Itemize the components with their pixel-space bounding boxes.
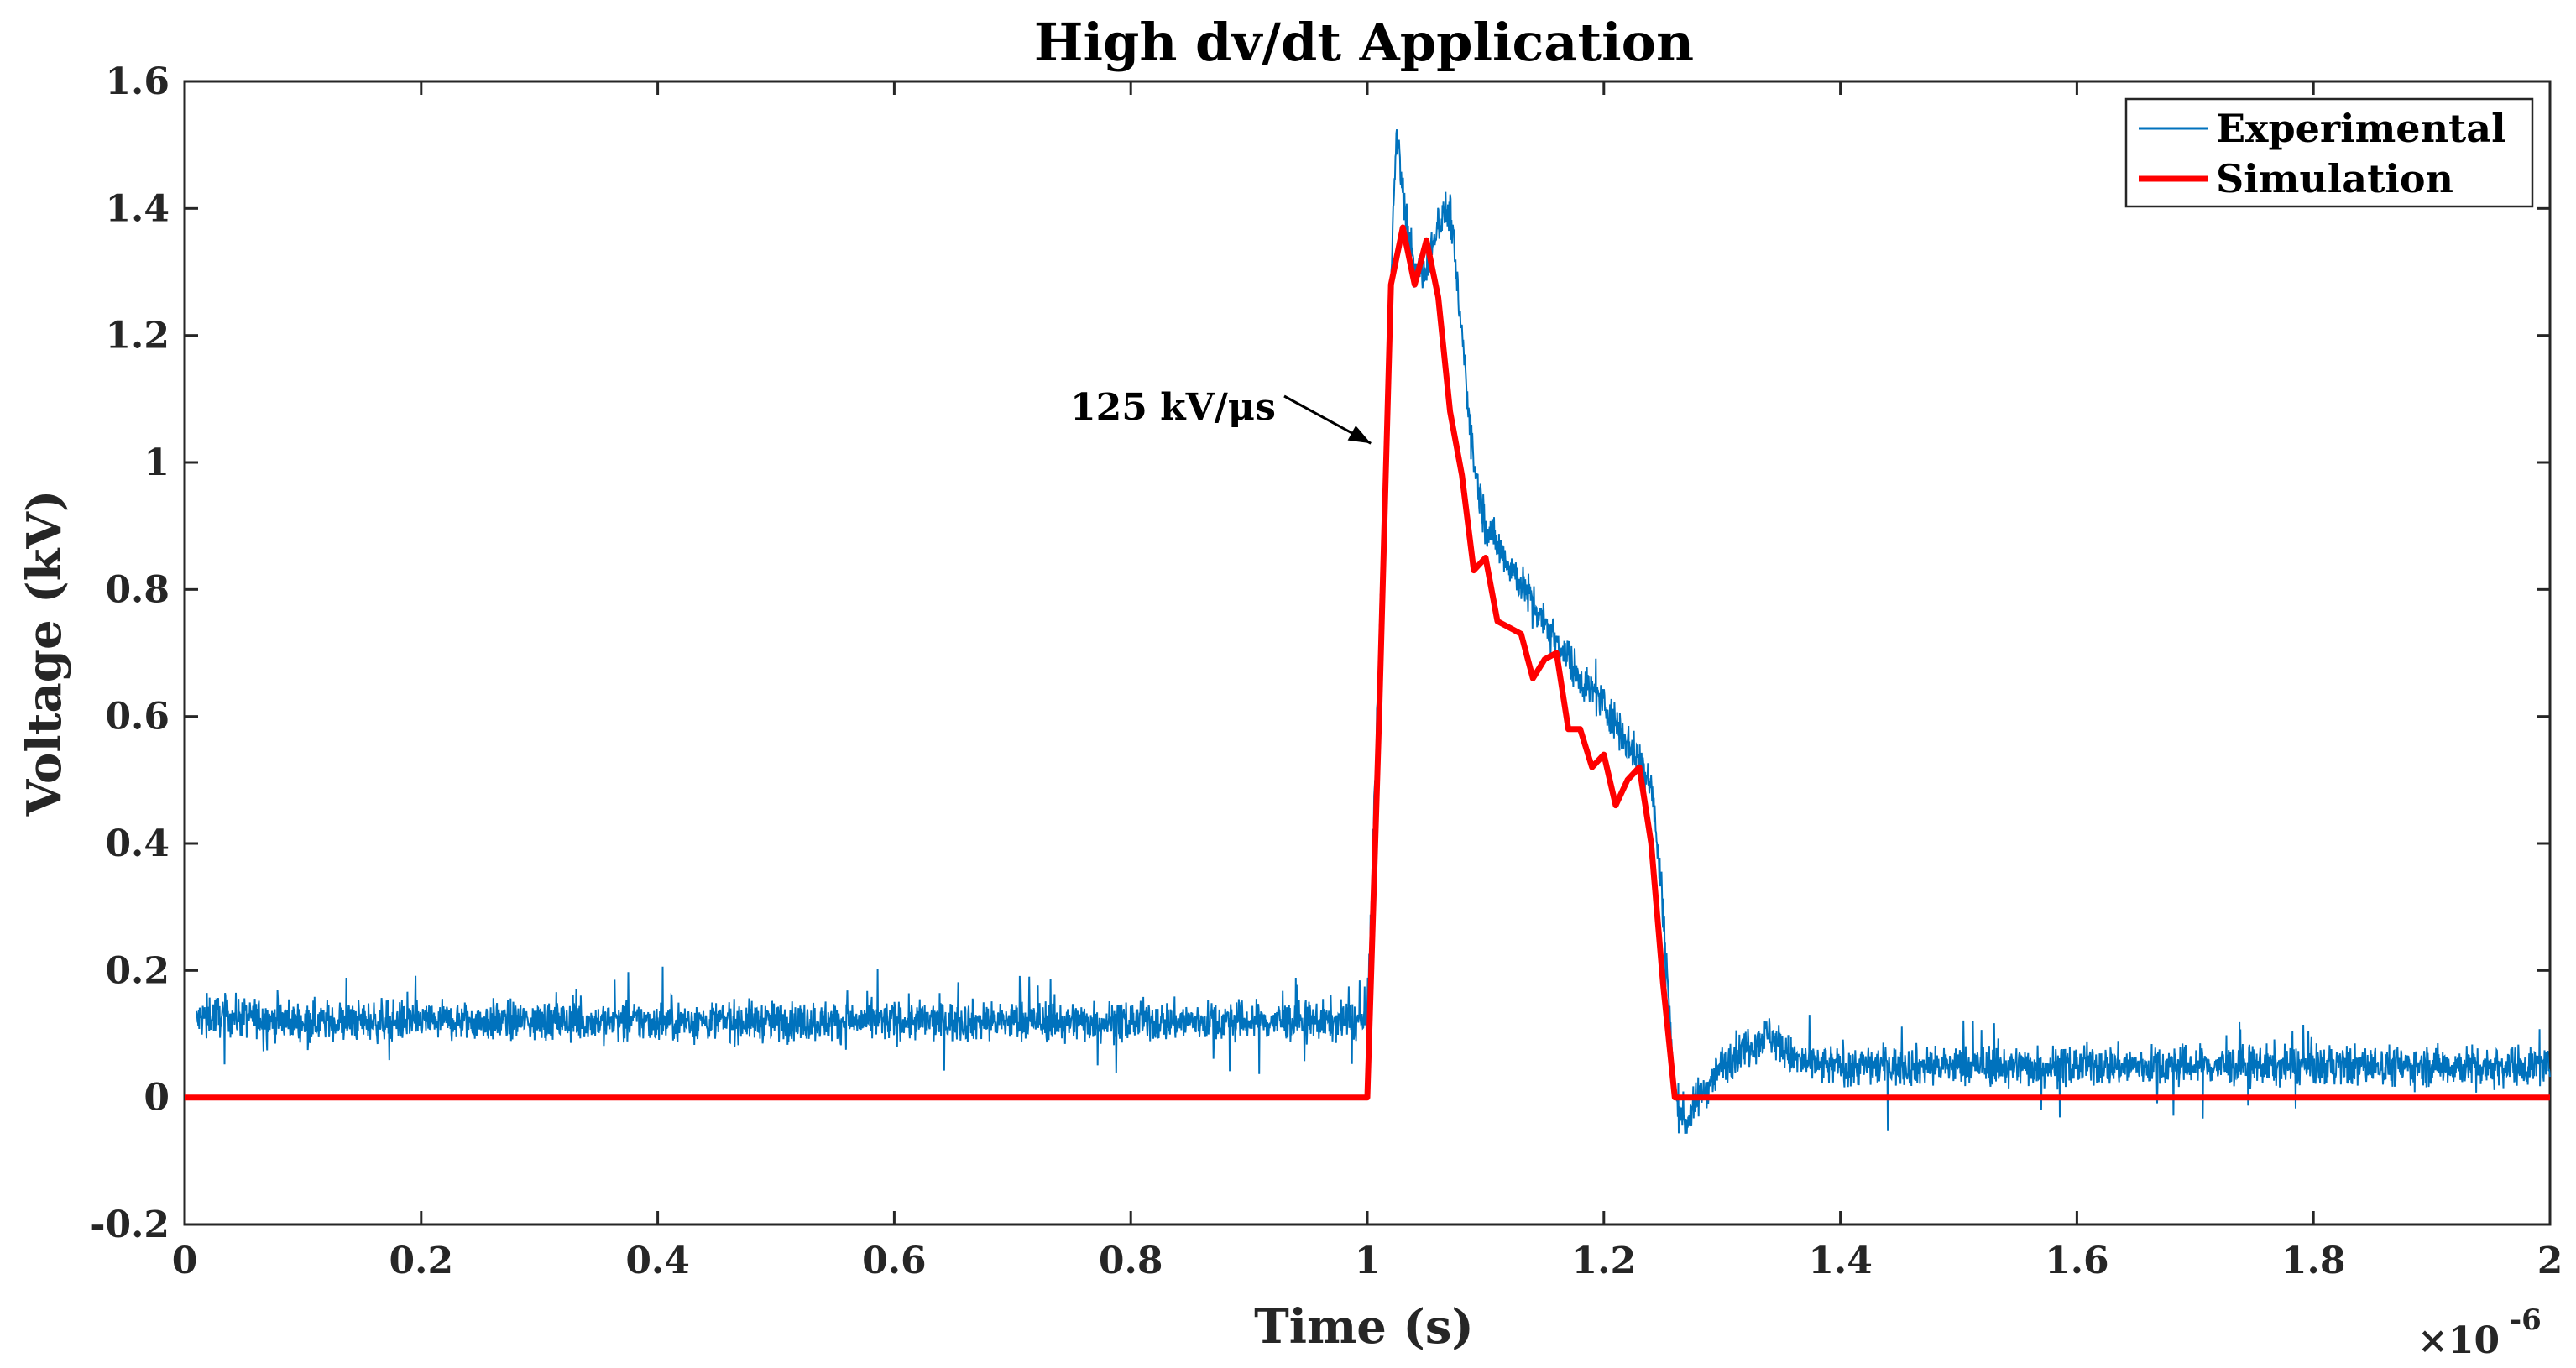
y-tick-label: 0.4 <box>105 822 170 865</box>
y-axis: -0.2 0 0.2 0.4 0.6 0.8 1 1.2 1.4 1.6 <box>90 60 2550 1246</box>
x-exponent-power: -6 <box>2510 1303 2542 1337</box>
x-tick-label: 1.2 <box>1572 1240 1637 1282</box>
chart-title: High dv/dt Application <box>1034 12 1694 73</box>
x-tick-label: 0.4 <box>625 1240 690 1282</box>
series-layer <box>185 128 2551 1134</box>
y-tick-label: 0.8 <box>105 568 170 611</box>
y-tick-label: 0.2 <box>105 949 170 992</box>
annotation-arrow-head <box>1347 426 1372 444</box>
x-tick-label: 0 <box>172 1240 198 1282</box>
x-tick-label: 1.8 <box>2281 1240 2346 1282</box>
y-tick-label: 1.4 <box>105 187 170 230</box>
x-tick-label: 1 <box>1355 1240 1381 1282</box>
series-simulation-line <box>185 224 2550 1101</box>
x-axis: 0 0.2 0.4 0.6 0.8 1 1.2 1.4 1.6 1.8 2 <box>172 81 2563 1282</box>
x-exponent: ×10 -6 <box>2417 1303 2542 1362</box>
x-tick-label: 1.6 <box>2045 1240 2109 1282</box>
legend: Experimental Simulation <box>2124 97 2534 208</box>
plot-area: 0 0.2 0.4 0.6 0.8 1 1.2 1.4 1.6 1.8 2 -0.200.20.40… <box>90 60 2563 1282</box>
y-tick-label: 0.6 <box>105 696 170 739</box>
y-tick-label: 1 <box>144 441 170 484</box>
y-tick-label: -0.2 <box>90 1204 170 1246</box>
y-axis-title: Voltage (kV) <box>17 490 72 817</box>
y-tick-label: 1.6 <box>105 60 170 103</box>
x-tick-label: 0.8 <box>1099 1240 1163 1282</box>
legend-box <box>2124 97 2534 208</box>
x-axis-title: Time (s) <box>1254 1299 1474 1355</box>
y-tick-label: 0 <box>144 1077 170 1120</box>
x-tick-label: 0.2 <box>389 1240 454 1282</box>
x-tick-label: 1.4 <box>1808 1240 1873 1282</box>
annotation: 125 kV/μs <box>1070 386 1372 445</box>
x-tick-label: 0.6 <box>862 1240 927 1282</box>
legend-label-simulation: Simulation <box>2216 156 2453 201</box>
y-tick-label: 1.2 <box>105 315 170 358</box>
x-exponent-base: ×10 <box>2417 1319 2500 1362</box>
annotation-label: 125 kV/μs <box>1070 386 1276 429</box>
legend-label-experimental: Experimental <box>2216 106 2506 151</box>
x-tick-label: 2 <box>2537 1240 2563 1282</box>
